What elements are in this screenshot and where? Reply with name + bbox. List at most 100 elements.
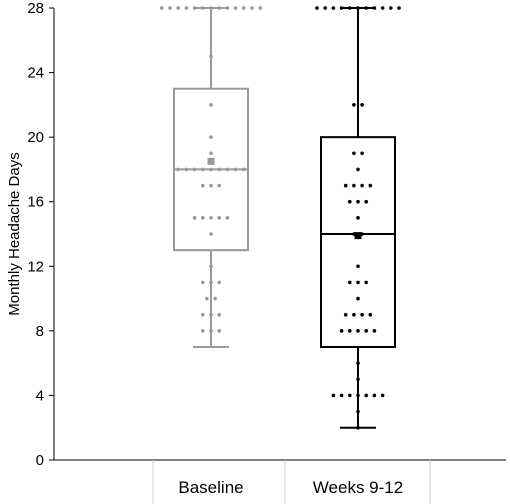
data-point (372, 6, 377, 10)
y-tick-label: 20 (27, 129, 44, 146)
y-tick-label: 24 (27, 65, 44, 82)
data-point (258, 6, 263, 10)
y-tick-label: 8 (36, 323, 44, 340)
data-point (217, 6, 221, 10)
data-point (356, 296, 360, 301)
data-point (331, 393, 336, 398)
data-point (242, 6, 246, 10)
data-point (339, 6, 344, 10)
y-tick-label: 12 (27, 258, 44, 275)
y-tick-label: 0 (36, 452, 44, 469)
data-point (360, 183, 364, 188)
box-plot-boxes (173, 7, 396, 429)
data-point (160, 6, 164, 10)
data-point (352, 103, 356, 107)
data-point (192, 167, 197, 172)
data-point (348, 6, 352, 10)
data-point (339, 329, 344, 333)
data-point (209, 280, 213, 285)
data-point (209, 167, 213, 172)
data-point (356, 216, 360, 220)
data-point (242, 167, 246, 172)
data-point (205, 296, 209, 301)
data-point (356, 377, 360, 382)
data-point (209, 329, 213, 333)
data-point (209, 312, 213, 317)
labels: Monthly Headache Days 0 4 8 12 16 20 24 28 Basel… (6, 0, 403, 497)
data-point (343, 183, 348, 188)
data-point (201, 280, 205, 285)
data-point (356, 361, 360, 365)
data-point (348, 280, 352, 285)
mean-marker (207, 157, 215, 165)
data-point (209, 103, 213, 107)
data-point (201, 329, 205, 333)
data-point (356, 409, 360, 414)
data-point (364, 280, 369, 285)
data-point (233, 6, 238, 10)
data-point (380, 393, 385, 398)
data-point (356, 199, 360, 204)
y-tick-label: 4 (36, 387, 44, 404)
data-point (213, 296, 217, 301)
data-point (315, 6, 319, 10)
data-point (356, 329, 360, 333)
data-point (339, 393, 344, 398)
data-point (356, 6, 360, 10)
data-point (360, 312, 364, 317)
data-point (225, 216, 230, 220)
x-category-label: Weeks 9-12 (313, 478, 403, 497)
data-point (364, 329, 369, 333)
y-tick-label: 16 (27, 194, 44, 211)
data-point (368, 183, 373, 188)
data-point (209, 6, 213, 10)
data-point (217, 216, 221, 220)
data-point (250, 6, 254, 10)
data-point (201, 216, 205, 220)
data-point (209, 264, 213, 269)
data-point (192, 216, 197, 220)
data-point (209, 183, 213, 188)
data-point (356, 393, 360, 398)
data-point (217, 329, 221, 333)
data-point (356, 280, 360, 285)
data-point (343, 312, 348, 317)
data-point (201, 183, 205, 188)
data-point (176, 6, 180, 10)
data-point (352, 183, 356, 188)
data-point (201, 167, 205, 172)
x-category-label: Baseline (178, 478, 243, 497)
data-point (209, 216, 213, 220)
data-point (356, 167, 360, 172)
data-point (356, 264, 360, 269)
data-point (397, 6, 401, 10)
data-point (201, 6, 205, 10)
data-point (217, 312, 221, 317)
y-axis-title: Monthly Headache Days (6, 152, 23, 315)
data-point (217, 167, 221, 172)
box-baseline (173, 7, 249, 348)
data-point (360, 232, 364, 236)
data-point (323, 6, 328, 10)
y-tick-label: 28 (27, 0, 44, 17)
data-point (389, 6, 393, 10)
data-point (184, 6, 189, 10)
data-point (209, 54, 213, 59)
axes (49, 7, 506, 504)
data-point (364, 6, 369, 10)
data-point (352, 312, 356, 317)
data-point (209, 232, 213, 236)
data-point (348, 329, 352, 333)
data-point (331, 6, 336, 10)
data-point (225, 167, 230, 172)
data-point (176, 167, 180, 172)
data-point (217, 280, 221, 285)
mean-marker (354, 232, 362, 240)
data-point (352, 232, 356, 236)
data-point (364, 393, 369, 398)
data-point (372, 329, 377, 333)
data-point (225, 6, 230, 10)
data-point (380, 6, 385, 10)
data-point (348, 199, 352, 204)
